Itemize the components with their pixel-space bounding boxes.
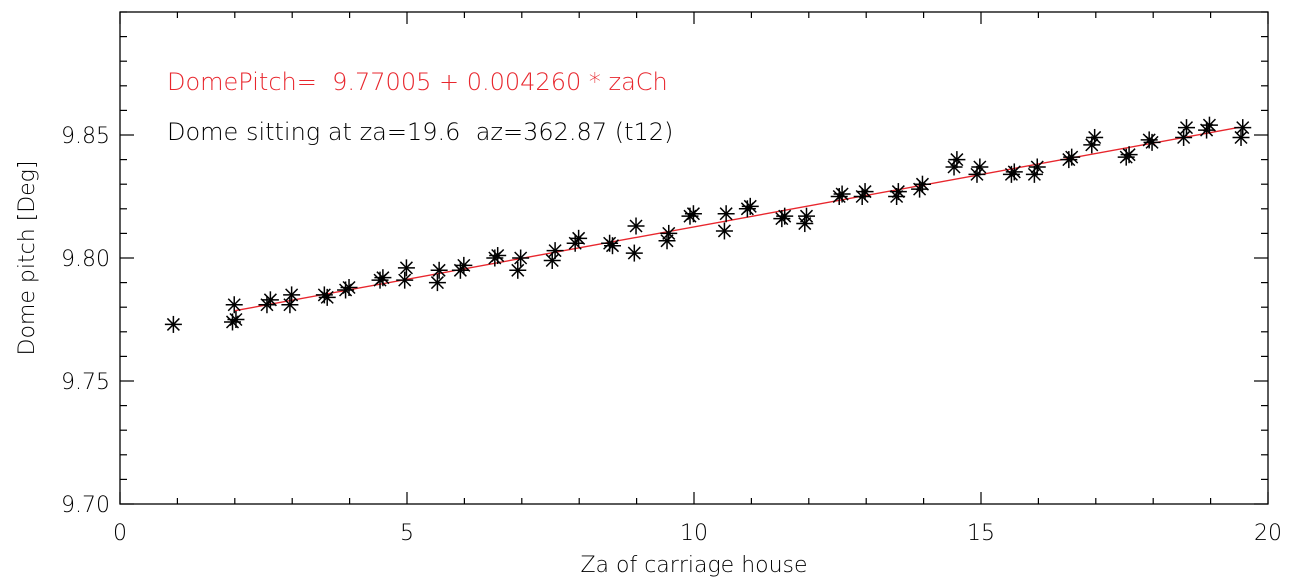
data-point <box>913 175 931 193</box>
data-point <box>283 286 301 304</box>
fit-line-layer <box>234 126 1240 312</box>
data-point <box>776 207 794 225</box>
data-point <box>798 207 816 225</box>
y-tick-label: 9.85 <box>61 124 110 149</box>
data-point <box>1086 128 1104 146</box>
data-point <box>543 251 561 269</box>
data-point <box>261 291 279 309</box>
data-point <box>1175 128 1193 146</box>
data-point <box>225 296 243 314</box>
data-point <box>889 183 907 201</box>
data-point <box>856 183 874 201</box>
data-point <box>1028 158 1046 176</box>
data-point <box>489 247 507 265</box>
data-point <box>428 274 446 292</box>
data-point <box>318 288 336 306</box>
data-point <box>455 256 473 274</box>
data-point <box>340 279 358 297</box>
fit-equation-annotation: DomePitch= 9.77005 + 0.004260 * zaCh <box>167 68 668 96</box>
data-point <box>512 249 530 267</box>
data-point <box>1120 146 1138 164</box>
data-point <box>1083 136 1101 154</box>
x-tick-label: 20 <box>1254 521 1282 546</box>
data-point <box>796 215 814 233</box>
x-axis-label: Za of carriage house <box>580 553 807 578</box>
data-point <box>1177 119 1195 137</box>
y-tick-labels: 9.70 9.75 9.80 9.85 <box>61 124 110 518</box>
data-point <box>833 185 851 203</box>
data-point <box>509 261 527 279</box>
data-point <box>1063 148 1081 166</box>
data-point <box>1200 116 1218 134</box>
data-point <box>164 315 182 333</box>
data-point <box>968 165 986 183</box>
data-point <box>258 296 276 314</box>
data-point <box>546 242 564 260</box>
dome-position-annotation: Dome sitting at za=19.6 az=362.87 (t12) <box>167 118 673 146</box>
x-tick-labels: 0 5 10 15 20 <box>113 521 1282 546</box>
data-point <box>1143 133 1161 151</box>
x-tick-label: 5 <box>400 521 414 546</box>
data-point <box>1234 119 1252 137</box>
data-point <box>625 244 643 262</box>
data-point <box>627 217 645 235</box>
data-point <box>684 205 702 223</box>
data-point <box>603 237 621 255</box>
axis-ticks <box>119 11 1269 505</box>
scatter-points <box>164 116 1252 333</box>
data-point <box>945 158 963 176</box>
y-tick-label: 9.70 <box>61 493 110 518</box>
data-point <box>430 261 448 279</box>
y-axis-label: Dome pitch [Deg] <box>15 161 40 356</box>
fit-line <box>234 126 1240 312</box>
data-point <box>660 224 678 242</box>
data-point <box>374 269 392 287</box>
x-tick-label: 15 <box>967 521 995 546</box>
y-tick-label: 9.75 <box>61 370 110 395</box>
data-point <box>396 271 414 289</box>
x-tick-label: 10 <box>680 521 708 546</box>
data-point <box>1025 165 1043 183</box>
data-point <box>566 234 584 252</box>
x-tick-label: 0 <box>113 521 127 546</box>
data-point <box>1005 163 1023 181</box>
y-tick-label: 9.80 <box>61 247 110 272</box>
data-point <box>948 151 966 169</box>
data-point <box>397 259 415 277</box>
data-point <box>741 197 759 215</box>
data-point <box>451 261 469 279</box>
data-point <box>911 180 929 198</box>
data-point <box>717 205 735 223</box>
data-point <box>853 188 871 205</box>
data-point <box>570 229 588 247</box>
data-point <box>227 311 245 328</box>
data-point <box>1198 121 1216 139</box>
data-point <box>971 158 989 176</box>
data-point <box>715 222 733 240</box>
